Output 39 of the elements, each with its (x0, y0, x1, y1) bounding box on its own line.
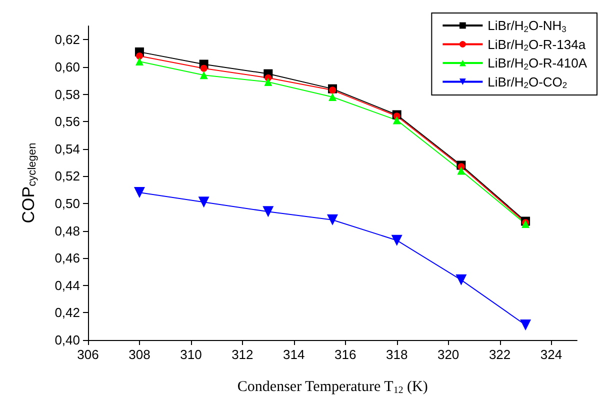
point (198, 196, 210, 208)
point (327, 214, 338, 226)
point (456, 274, 467, 286)
y-tick-label: 0,54 (54, 141, 80, 156)
y-tick-label: 0,56 (54, 114, 80, 130)
y-tick-label: 0,50 (54, 196, 80, 211)
point (328, 92, 336, 101)
x-tick-label: 314 (283, 347, 305, 362)
x-tick-label: 312 (232, 347, 254, 362)
y-tick-label: 0,46 (54, 250, 80, 266)
point (134, 187, 145, 198)
x-tick-label: 306 (77, 347, 99, 362)
y-tick-label: 0,62 (54, 32, 80, 48)
x-tick-label: 324 (540, 347, 562, 362)
point (262, 206, 274, 218)
point (520, 319, 532, 330)
point (391, 234, 402, 246)
y-tick-label: 0,58 (54, 86, 80, 102)
y-axis-title: COPcyclegen (18, 142, 38, 224)
point (329, 86, 336, 94)
point (135, 57, 144, 66)
x-tick-label: 308 (128, 347, 150, 362)
x-tick-label: 322 (488, 347, 511, 362)
point (200, 71, 208, 80)
y-tick-label: 0,42 (54, 305, 80, 320)
point (392, 116, 401, 124)
point (264, 78, 272, 86)
x-tick-label: 316 (334, 347, 356, 362)
x-tick-label: 318 (386, 347, 408, 362)
y-tick-label: 0,48 (54, 223, 80, 238)
point (457, 166, 466, 175)
y-tick-label: 0,40 (54, 332, 80, 348)
y-tick-label: 0,44 (54, 278, 80, 293)
x-tick-label: 310 (180, 347, 202, 362)
x-tick-label: 320 (437, 347, 460, 362)
y-tick-label: 0,52 (54, 168, 80, 184)
point (200, 64, 208, 72)
point (136, 52, 143, 60)
y-tick-label: 0,60 (54, 59, 80, 74)
